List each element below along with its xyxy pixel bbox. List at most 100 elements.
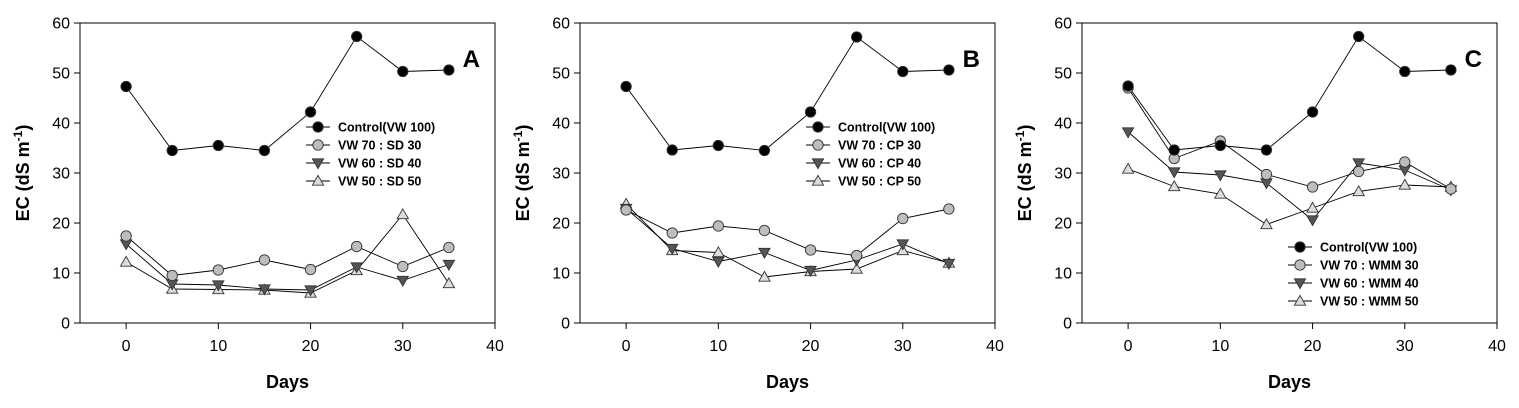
data-point [1122,80,1134,92]
data-point [397,260,409,273]
data-point [666,227,678,239]
legend-label: Control(VW 100) [838,121,935,135]
x-tick-label: 30 [1396,338,1414,355]
y-axis-title-tail: ) [513,125,533,131]
data-point [897,65,909,78]
data-point [1168,144,1180,156]
legend-label: VW 60 : WMM 40 [1320,277,1419,291]
data-point [1353,165,1365,178]
x-tick-label: 10 [709,338,727,355]
data-point [711,245,725,258]
x-tick-label: 20 [302,338,320,355]
data-point [396,207,410,220]
data-point [1306,181,1319,193]
plot-frame [1081,22,1498,324]
legend-label: VW 50 : WMM 50 [1320,295,1419,309]
data-point [166,269,178,282]
data-point [1353,30,1365,43]
legend-label: Control(VW 100) [338,121,435,135]
data-point [1399,156,1411,168]
legend: Control(VW 100) VW 70 : SD 30 VW 60 : SD 4… [306,121,435,189]
y-tick-label: 0 [561,316,570,333]
data-point [851,249,863,262]
data-point [1260,217,1273,230]
legend: Control(VW 100) VW 70 : WMM 30 VW 60 : WMM… [1288,241,1419,309]
legend-label: VW 70 : CP 30 [838,139,921,153]
panel-label: B [963,46,980,73]
x-tick-label: 10 [209,338,227,355]
series-line [125,235,450,276]
data-point [1121,162,1135,174]
data-point [212,139,224,152]
chart-panel-a: 0 10 20 30 40 50 60 0 10 20 30 40 Days EC (dS m-1) A Co… [11,16,504,393]
data-point [620,204,632,216]
x-tick-label: 30 [894,338,912,355]
data-point [1121,127,1135,139]
x-axis-title: Days [766,372,809,392]
data-point [1399,65,1411,78]
x-tick-label: 40 [986,338,1004,355]
panel-label: A [463,46,480,73]
data-point [119,255,133,267]
y-tick-label: 0 [1063,316,1072,333]
y-tick-label: 60 [52,16,70,33]
data-point [258,284,271,296]
legend-marker [311,174,325,186]
data-point [304,285,317,297]
y-tick-label: 30 [1054,166,1072,183]
data-point [896,239,910,251]
series-line [625,36,949,151]
data-point [1306,106,1319,118]
series-line [625,208,949,256]
data-point [942,258,956,271]
data-point [258,144,271,157]
data-point [1167,167,1181,179]
x-tick-label: 20 [1304,338,1322,355]
plot-frame [79,22,496,324]
y-tick-label: 0 [61,316,70,333]
series-line [125,243,450,291]
y-tick-label: 40 [552,116,570,133]
legend-label: VW 60 : CP 40 [838,157,921,171]
y-axis-title: EC (dS m-1) [1013,125,1035,222]
data-point [351,240,363,253]
data-point [1213,187,1227,199]
data-point [304,106,317,118]
data-point [665,243,679,256]
x-tick-label: 40 [486,338,504,355]
panel-label: C [1465,46,1482,73]
series-line [1127,87,1452,190]
legend-marker [1294,259,1306,271]
data-point [758,270,771,282]
legend-marker [1293,278,1307,290]
legend-label: Control(VW 100) [1320,241,1417,255]
data-point [351,30,363,43]
legend: Control(VW 100) VW 70 : CP 30 VW 60 : CP 4… [806,121,935,189]
legend-marker [811,174,825,186]
y-axis-title: EC (dS m-1) [511,125,533,222]
data-point [1260,144,1273,156]
data-point [1352,184,1366,197]
data-point [712,220,724,232]
y-axis-title-tail: ) [1015,125,1035,131]
y-tick-label: 10 [552,266,570,283]
data-point [943,203,955,215]
legend-marker [812,121,824,133]
data-point [1445,64,1457,76]
y-tick-label: 60 [1054,16,1072,33]
legend-label: VW 50 : SD 50 [338,175,421,189]
data-point [758,144,771,157]
y-tick-label: 10 [52,266,70,283]
data-point [850,262,864,274]
x-tick-label: 10 [1211,338,1229,355]
y-tick-label: 30 [52,166,70,183]
legend-label: VW 70 : SD 30 [338,139,421,153]
data-point [304,263,317,276]
legend-label: VW 50 : CP 50 [838,175,921,189]
data-point [443,64,455,76]
y-axis-title-tail: ) [13,125,33,131]
y-tick-label: 50 [552,66,570,83]
data-point [396,275,410,288]
data-point [1167,179,1181,192]
chart-panel-b: 0 10 20 30 40 50 60 0 10 20 30 40 Days EC (dS m-1) B Co… [511,16,1004,393]
